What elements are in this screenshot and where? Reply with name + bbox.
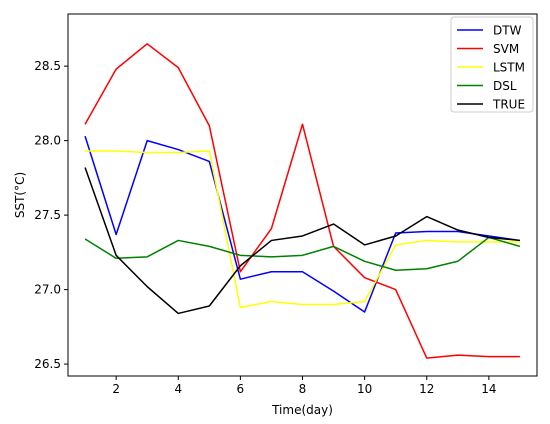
x-tick-label: 6: [237, 382, 245, 396]
plot-frame: [67, 13, 538, 377]
series-line-svm: [84, 43, 520, 359]
y-tick-label: 27.0: [34, 283, 61, 297]
y-axis-label: SST(°C): [13, 172, 27, 218]
series-line-dsl: [84, 236, 521, 271]
x-tick-label: 4: [174, 382, 182, 396]
x-axis-label: Time(day): [271, 403, 333, 417]
series-line-lstm: [85, 150, 520, 309]
legend-label-lstm: LSTM: [493, 61, 525, 75]
y-tick-label: 27.5: [34, 208, 61, 222]
legend-label-dsl: DSL: [493, 79, 517, 93]
y-tick-label: 28.0: [34, 134, 61, 148]
x-tick-label: 10: [357, 382, 372, 396]
x-tick-label: 14: [481, 382, 496, 396]
legend-label-dtw: DTW: [493, 24, 522, 38]
y-tick-label: 28.5: [34, 59, 61, 73]
y-tick-label: 26.5: [34, 357, 61, 371]
series-line-dtw: [84, 135, 521, 313]
series-layer: [84, 43, 521, 359]
x-tick-label: 2: [112, 382, 120, 396]
axes-layer: 2 4 6 8 10 12 14 26.5 27.0 27.5 28.0 28.5: [34, 59, 496, 396]
legend-frame: [450, 16, 534, 113]
x-tick-label: 8: [299, 382, 307, 396]
legend-label-svm: SVM: [493, 42, 519, 56]
series-line-true: [84, 167, 520, 315]
legend: DTW SVM LSTM DSL TRUE: [450, 16, 534, 113]
legend-label-true: TRUE: [492, 98, 525, 112]
x-tick-label: 12: [419, 382, 434, 396]
